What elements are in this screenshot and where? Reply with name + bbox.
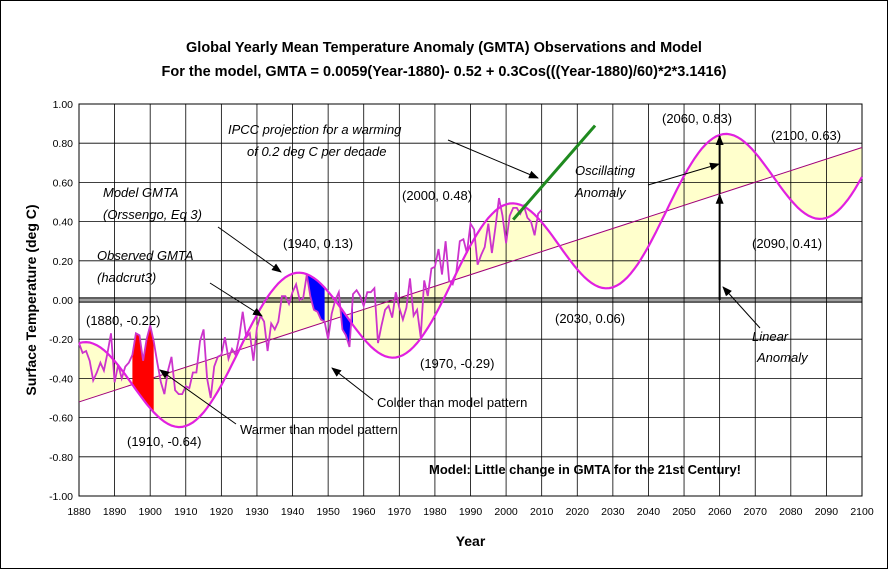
y-tick-label: 0.80: [53, 138, 74, 150]
y-tick-label: 1.00: [53, 99, 74, 111]
point-label-1910: (1910, -0.64): [127, 434, 201, 449]
y-tick-label: 0.40: [53, 217, 74, 229]
model-conclusion-label: Model: Little change in GMTA for the 21s…: [429, 462, 741, 477]
x-tick-label: 2050: [672, 506, 696, 518]
x-tick-label: 1880: [67, 506, 91, 518]
model-gmta-line: [78, 132, 863, 429]
x-tick-label: 1900: [139, 506, 163, 518]
oscillating-anomaly-label-line2: Anomaly: [574, 185, 627, 200]
point-label-1940: (1940, 0.13): [283, 236, 353, 251]
colder-pattern-fill: [338, 292, 353, 347]
y-tick-label: -1.00: [49, 491, 73, 503]
linear-trend-line: [78, 147, 863, 403]
colder-pattern-pointer-arrow: [331, 367, 374, 401]
point-label-2030: (2030, 0.06): [555, 311, 625, 326]
y-tick-label: 0.20: [53, 256, 74, 268]
x-tick-label: 2070: [744, 506, 768, 518]
x-tick-label: 2100: [850, 506, 874, 518]
observed-gmta-label-line1: Observed GMTA: [97, 248, 194, 263]
observed-gmta-label-line2: (hadcrut3): [97, 270, 156, 285]
ipcc-label-line2: of 0.2 deg C per decade: [247, 144, 387, 159]
warmer-pattern-pointer-arrow: [159, 369, 237, 425]
x-tick-label: 1980: [423, 506, 447, 518]
model-linear-fill: [79, 133, 862, 428]
observed-gmta-line: [78, 197, 543, 399]
x-tick-label: 1920: [210, 506, 234, 518]
x-tick-label: 2030: [601, 506, 625, 518]
x-tick-label: 1890: [103, 506, 127, 518]
chart-subtitle: For the model, GMTA = 0.0059(Year-1880)-…: [161, 64, 727, 80]
warmer-pattern-label: Warmer than model pattern: [240, 422, 398, 437]
y-tick-label: -0.40: [49, 373, 73, 385]
point-label-2100: (2100, 0.63): [771, 128, 841, 143]
ipcc-projection-line: [512, 124, 597, 221]
linear-anomaly-label-line1: Linear: [752, 329, 789, 344]
x-tick-label: 2020: [566, 506, 590, 518]
x-tick-label: 2040: [637, 506, 661, 518]
point-label-2090: (2090, 0.41): [752, 236, 822, 251]
ipcc-pointer-arrow: [447, 139, 539, 179]
x-tick-label: 1930: [245, 506, 269, 518]
oscillating-anomaly-label-line1: Oscillating: [575, 163, 636, 178]
observed-gmta-pointer-arrow: [209, 282, 263, 317]
y-tick-label: -0.20: [49, 334, 73, 346]
y-tick-label: -0.80: [49, 452, 73, 464]
model-gmta-pointer-arrow: [217, 226, 282, 273]
y-axis-title: Surface Temperature (deg C): [23, 204, 39, 395]
colder-pattern-label: Colder than model pattern: [377, 395, 527, 410]
linear-anomaly-pointer-arrow: [722, 286, 761, 329]
chart-title: Global Yearly Mean Temperature Anomaly (…: [186, 40, 702, 56]
x-tick-label: 1940: [281, 506, 305, 518]
x-tick-label: 1910: [174, 506, 198, 518]
point-label-2000: (2000, 0.48): [402, 188, 472, 203]
x-tick-label: 1970: [388, 506, 412, 518]
x-tick-label: 2010: [530, 506, 554, 518]
linear-anomaly-label-line2: Anomaly: [756, 350, 809, 365]
point-label-2060: (2060, 0.83): [662, 111, 732, 126]
point-label-1970: (1970, -0.29): [420, 356, 494, 371]
y-tick-label: 0.60: [53, 177, 74, 189]
x-tick-label: 2080: [779, 506, 803, 518]
x-tick-label: 1960: [352, 506, 376, 518]
x-tick-label: 2090: [815, 506, 839, 518]
y-tick-label: -0.60: [49, 413, 73, 425]
x-tick-label: 1990: [459, 506, 483, 518]
x-tick-label: 2000: [494, 506, 518, 518]
point-label-1880: (1880, -0.22): [86, 313, 160, 328]
x-tick-label: 2060: [708, 506, 732, 518]
colder-pattern-fill: [306, 274, 325, 322]
y-tick-label: 0.00: [53, 295, 74, 307]
x-tick-label: 1950: [316, 506, 340, 518]
ipcc-label-line1: IPCC projection for a warming: [228, 122, 402, 137]
temperature-chart: 1.00 0.80 0.60 0.40 0.20 0.00 -0.20 -0.40 -0.60 -…: [23, 99, 874, 549]
model-gmta-label-line2: (Orssengo, Eq 3): [103, 207, 202, 222]
x-axis-title: Year: [456, 533, 486, 549]
oscillating-anomaly-pointer-arrow: [647, 162, 720, 186]
model-gmta-label-line1: Model GMTA: [103, 185, 179, 200]
